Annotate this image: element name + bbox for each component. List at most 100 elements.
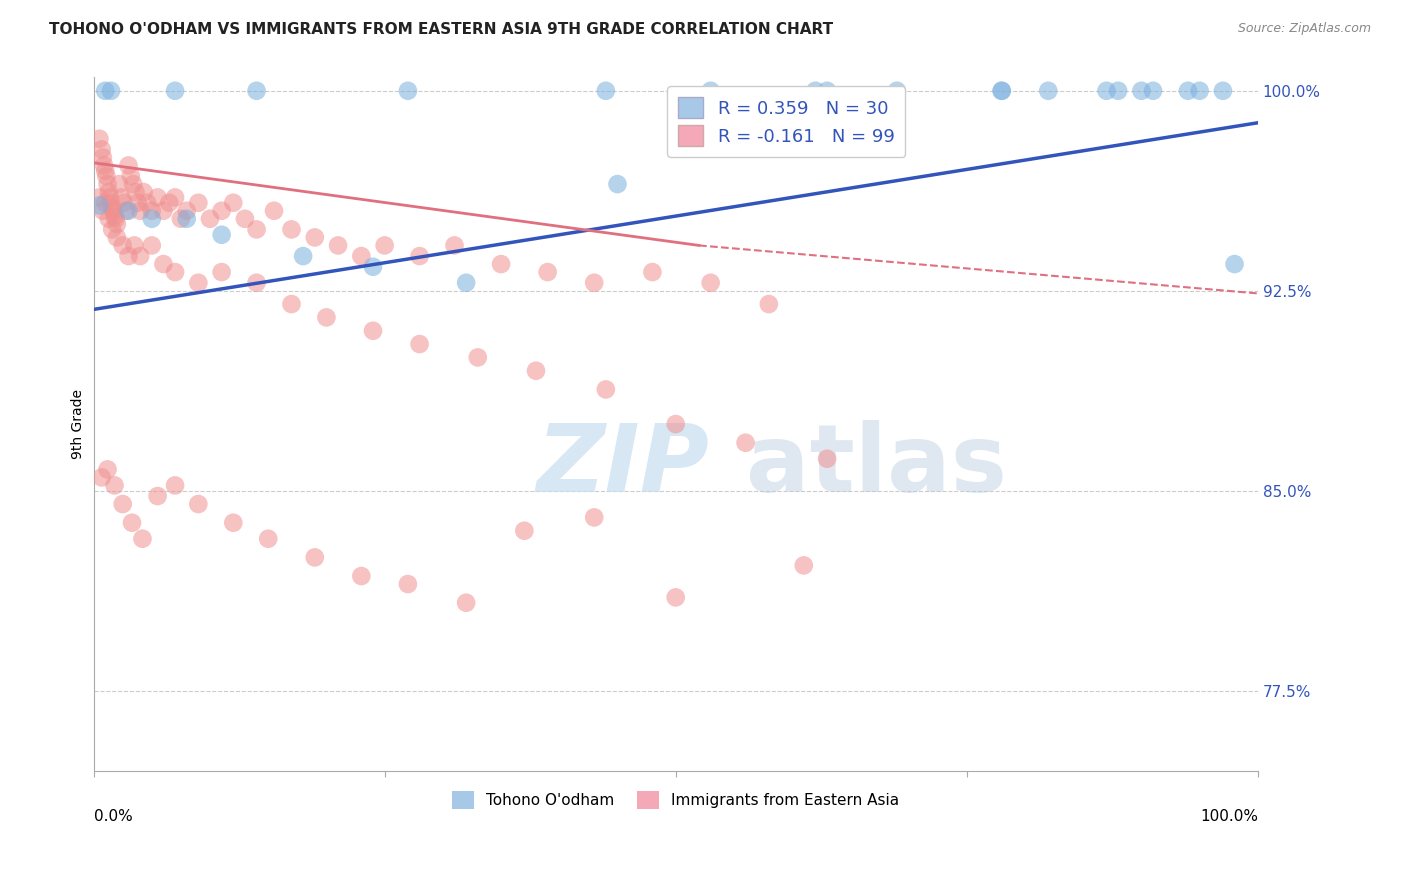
Text: Source: ZipAtlas.com: Source: ZipAtlas.com [1237, 22, 1371, 36]
Point [108, 177, 131, 191]
Point [211, 227, 233, 242]
Point [606, 177, 628, 191]
Point [1142, 84, 1164, 98]
Point [96, 462, 118, 476]
Point [90, 470, 112, 484]
Point [665, 417, 688, 431]
Point [187, 497, 209, 511]
Point [157, 195, 180, 210]
Point [467, 351, 489, 365]
Point [396, 577, 419, 591]
Point [103, 478, 125, 492]
Point [456, 596, 478, 610]
Point [990, 84, 1012, 98]
Point [136, 195, 159, 210]
Point [89, 190, 111, 204]
Point [245, 276, 267, 290]
Point [122, 177, 145, 191]
Point [111, 497, 134, 511]
Point [350, 249, 373, 263]
Text: 0.0%: 0.0% [94, 809, 132, 824]
Point [211, 203, 233, 218]
Point [1130, 84, 1153, 98]
Point [886, 84, 908, 98]
Point [233, 211, 256, 226]
Point [245, 84, 267, 98]
Point [211, 265, 233, 279]
Point [124, 238, 146, 252]
Point [222, 516, 245, 530]
Point [94, 195, 117, 210]
Point [176, 203, 198, 218]
Text: TOHONO O'ODHAM VS IMMIGRANTS FROM EASTERN ASIA 9TH GRADE CORRELATION CHART: TOHONO O'ODHAM VS IMMIGRANTS FROM EASTER… [49, 22, 834, 37]
Point [96, 177, 118, 191]
Point [489, 257, 512, 271]
Text: atlas: atlas [745, 419, 1007, 512]
Text: 100.0%: 100.0% [1199, 809, 1258, 824]
Legend: Tohono O'odham, Immigrants from Eastern Asia: Tohono O'odham, Immigrants from Eastern … [446, 785, 905, 815]
Point [595, 84, 617, 98]
Point [315, 310, 337, 325]
Point [127, 195, 149, 210]
Point [408, 249, 430, 263]
Point [758, 297, 780, 311]
Point [1212, 84, 1234, 98]
Point [536, 265, 558, 279]
Point [583, 510, 606, 524]
Point [117, 158, 139, 172]
Point [326, 238, 349, 252]
Point [117, 203, 139, 218]
Point [734, 435, 756, 450]
Point [304, 550, 326, 565]
Text: ZIP: ZIP [536, 419, 709, 512]
Point [513, 524, 536, 538]
Point [91, 150, 114, 164]
Point [89, 198, 111, 212]
Point [103, 209, 125, 223]
Point [98, 190, 121, 204]
Point [699, 84, 721, 98]
Point [152, 257, 174, 271]
Point [396, 84, 419, 98]
Point [641, 265, 664, 279]
Point [115, 203, 138, 218]
Point [583, 276, 606, 290]
Point [105, 230, 128, 244]
Point [129, 203, 152, 218]
Point [91, 203, 114, 218]
Point [408, 337, 430, 351]
Point [304, 230, 326, 244]
Point [100, 84, 122, 98]
Point [165, 190, 187, 204]
Point [110, 190, 132, 204]
Point [292, 249, 315, 263]
Point [104, 211, 127, 226]
Point [990, 84, 1012, 98]
Point [1107, 84, 1129, 98]
Point [665, 591, 688, 605]
Point [699, 276, 721, 290]
Point [170, 211, 193, 226]
Point [524, 364, 547, 378]
Point [187, 276, 209, 290]
Point [176, 211, 198, 226]
Point [94, 84, 117, 98]
Point [280, 222, 302, 236]
Point [1188, 84, 1211, 98]
Point [124, 185, 146, 199]
Point [361, 260, 384, 274]
Point [198, 211, 221, 226]
Point [89, 132, 111, 146]
Point [141, 238, 163, 252]
Point [93, 158, 115, 172]
Point [120, 169, 142, 183]
Point [101, 222, 124, 236]
Point [141, 211, 163, 226]
Point [152, 203, 174, 218]
Point [350, 569, 373, 583]
Y-axis label: 9th Grade: 9th Grade [72, 389, 86, 459]
Point [131, 532, 153, 546]
Point [361, 324, 384, 338]
Point [804, 84, 827, 98]
Point [222, 195, 245, 210]
